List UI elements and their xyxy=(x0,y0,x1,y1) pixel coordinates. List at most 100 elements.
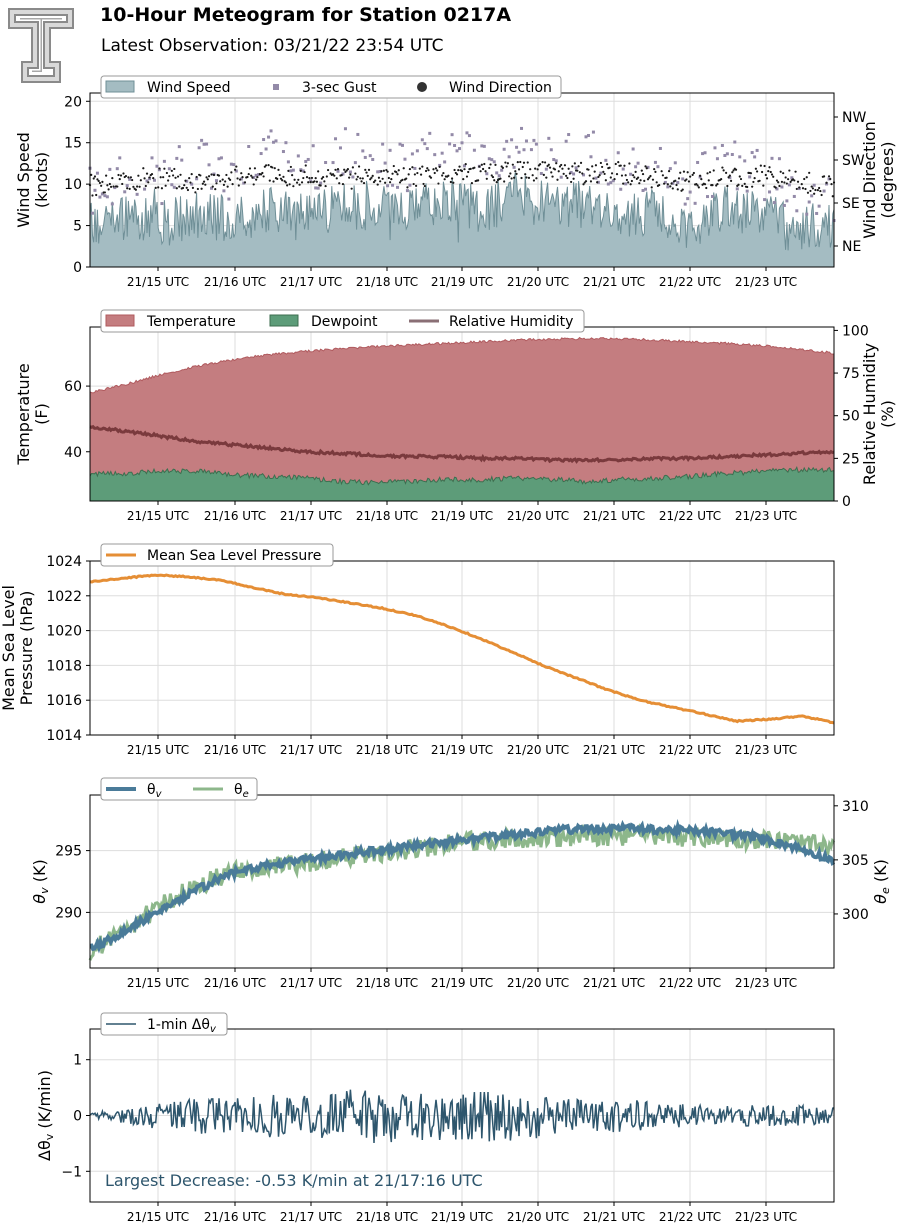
direction-point xyxy=(201,182,204,185)
rh-y2label: Relative Humidity(%) xyxy=(860,343,897,485)
gust-point xyxy=(748,175,752,179)
direction-point xyxy=(233,168,237,171)
direction-point xyxy=(231,183,234,186)
gust-point xyxy=(745,189,749,193)
direction-point xyxy=(526,161,529,164)
gust-point xyxy=(735,187,739,191)
direction-point xyxy=(279,177,283,180)
gust-point xyxy=(145,179,149,183)
direction-point xyxy=(95,193,98,197)
direction-point xyxy=(610,172,614,175)
direction-point xyxy=(379,180,382,183)
direction-point xyxy=(756,170,759,173)
direction-point xyxy=(145,172,149,175)
gust-point xyxy=(621,167,625,171)
direction-point xyxy=(261,171,264,175)
gust-point xyxy=(629,172,633,176)
gust-point xyxy=(195,177,199,181)
direction-point xyxy=(763,164,766,168)
direction-point xyxy=(573,162,576,165)
direction-point xyxy=(769,170,772,174)
direction-point xyxy=(211,185,214,188)
gust-point xyxy=(465,131,469,135)
gust-point xyxy=(443,160,447,164)
direction-point xyxy=(464,163,467,166)
direction-point xyxy=(264,164,268,167)
gust-point xyxy=(825,182,829,186)
direction-point xyxy=(252,183,255,186)
direction-point xyxy=(160,187,164,190)
direction-point xyxy=(571,165,574,168)
direction-point xyxy=(447,174,450,177)
gust-point xyxy=(676,180,680,184)
dtheta-ylabel: Δθv (K/min) xyxy=(35,1070,56,1161)
direction-point xyxy=(191,186,195,190)
direction-point xyxy=(287,169,290,172)
gust-point xyxy=(281,150,285,154)
direction-point xyxy=(235,165,238,168)
gust-point xyxy=(415,149,419,153)
direction-point xyxy=(422,182,425,186)
gust-point xyxy=(284,141,288,145)
x-tick-label: 21/22 UTC xyxy=(659,509,721,523)
direction-point xyxy=(579,161,583,164)
direction-point xyxy=(534,167,537,170)
gust-point xyxy=(703,151,707,155)
direction-point xyxy=(214,188,217,191)
direction-point xyxy=(760,170,764,174)
direction-point xyxy=(698,174,702,177)
direction-point xyxy=(255,178,258,181)
direction-point xyxy=(170,169,173,172)
y-tick-label: 0 xyxy=(73,260,82,276)
legend-box xyxy=(100,309,585,333)
direction-point xyxy=(819,189,822,193)
direction-point xyxy=(277,168,280,171)
direction-point xyxy=(746,185,749,189)
x-tick-label: 21/18 UTC xyxy=(356,509,418,523)
gust-point xyxy=(750,151,754,155)
direction-point xyxy=(470,182,474,185)
direction-point xyxy=(392,164,395,168)
direction-point xyxy=(291,174,294,177)
gust-point xyxy=(118,156,122,160)
x-tick-label: 21/15 UTC xyxy=(127,976,189,990)
direction-point xyxy=(325,175,328,178)
direction-point xyxy=(310,176,314,180)
dewpoint-area xyxy=(90,467,834,501)
direction-point xyxy=(478,165,481,168)
gust-point xyxy=(755,148,759,152)
x-tick-label: 21/15 UTC xyxy=(127,743,189,757)
y2-tick-label: 100 xyxy=(842,323,869,339)
direction-point xyxy=(665,176,668,179)
gust-point xyxy=(524,139,528,143)
x-tick-label: 21/20 UTC xyxy=(507,976,569,990)
direction-point xyxy=(121,182,124,186)
direction-point xyxy=(676,188,679,191)
gust-point xyxy=(564,139,568,143)
legend-label: Mean Sea Level Pressure xyxy=(147,548,321,564)
direction-point xyxy=(483,162,486,166)
gust-point xyxy=(609,181,613,185)
gust-point xyxy=(338,146,342,150)
direction-point xyxy=(181,186,185,190)
direction-point xyxy=(129,176,133,179)
theta-v-line xyxy=(89,818,836,954)
direction-point xyxy=(295,181,299,184)
gust-point xyxy=(673,161,677,165)
y-tick-label: 10 xyxy=(64,177,82,193)
direction-point xyxy=(329,172,332,175)
direction-point xyxy=(355,178,358,181)
direction-point xyxy=(391,172,394,175)
y2-tick-label: 305 xyxy=(842,853,869,869)
gust-point xyxy=(239,177,243,181)
gust-point xyxy=(125,184,129,188)
direction-point xyxy=(221,178,224,181)
direction-point xyxy=(293,178,296,181)
direction-point xyxy=(345,169,348,172)
direction-point xyxy=(548,166,552,169)
gust-point xyxy=(306,157,310,161)
direction-point xyxy=(243,181,247,184)
direction-point xyxy=(405,177,408,180)
direction-point xyxy=(720,178,723,181)
gust-point xyxy=(554,159,558,163)
